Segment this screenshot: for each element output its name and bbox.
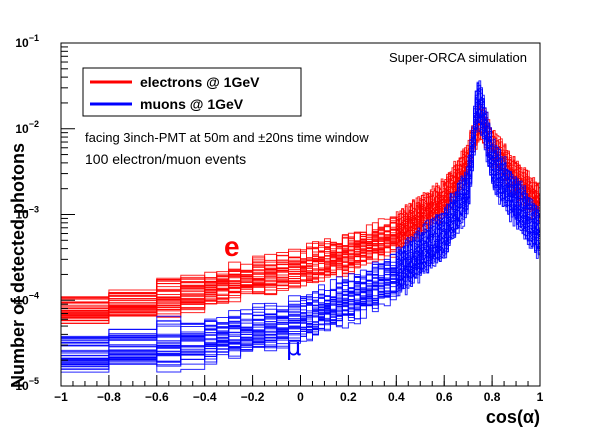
legend-label-muons: muons @ 1GeV	[140, 96, 244, 112]
x-axis-title: cos(α)	[486, 407, 540, 427]
x-axis-ticks: −1 −0.8 −0.6 −0.4 −0.2 0 0.2 0.4 0.6 0.8 1	[54, 375, 544, 404]
x-tick-label: 0.4	[388, 390, 405, 404]
legend: electrons @ 1GeV muons @ 1GeV	[82, 67, 302, 117]
annotation-events: 100 electron/muon events	[85, 151, 246, 167]
y-tick-label: 10−2	[15, 119, 39, 136]
x-tick-label: −0.4	[193, 390, 217, 404]
x-tick-label: 0.6	[436, 390, 453, 404]
chart-title: Super-ORCA simulation	[389, 50, 527, 65]
series-line-electrons	[61, 101, 540, 300]
series-layer	[61, 80, 540, 373]
x-tick-label: 0	[297, 390, 304, 404]
x-tick-label: 0.8	[484, 390, 501, 404]
series-line-muons	[61, 101, 540, 365]
x-tick-label: −1	[54, 390, 68, 404]
annotation-pmt: facing 3inch-PMT at 50m and ±20ns time w…	[85, 130, 369, 145]
series-label-muons: μ	[286, 333, 301, 361]
x-tick-label: 1	[537, 390, 544, 404]
x-tick-label: −0.2	[241, 390, 265, 404]
x-tick-label: −0.6	[145, 390, 169, 404]
x-tick-label: 0.2	[340, 390, 357, 404]
x-tick-label: −0.8	[97, 390, 121, 404]
legend-label-electrons: electrons @ 1GeV	[140, 74, 260, 90]
legend-box	[82, 67, 302, 117]
y-tick-label: 10−1	[15, 33, 39, 50]
y-axis-title: Number of detected photons	[8, 143, 28, 388]
series-label-electrons: e	[224, 231, 240, 262]
series-line-muons	[61, 99, 540, 346]
